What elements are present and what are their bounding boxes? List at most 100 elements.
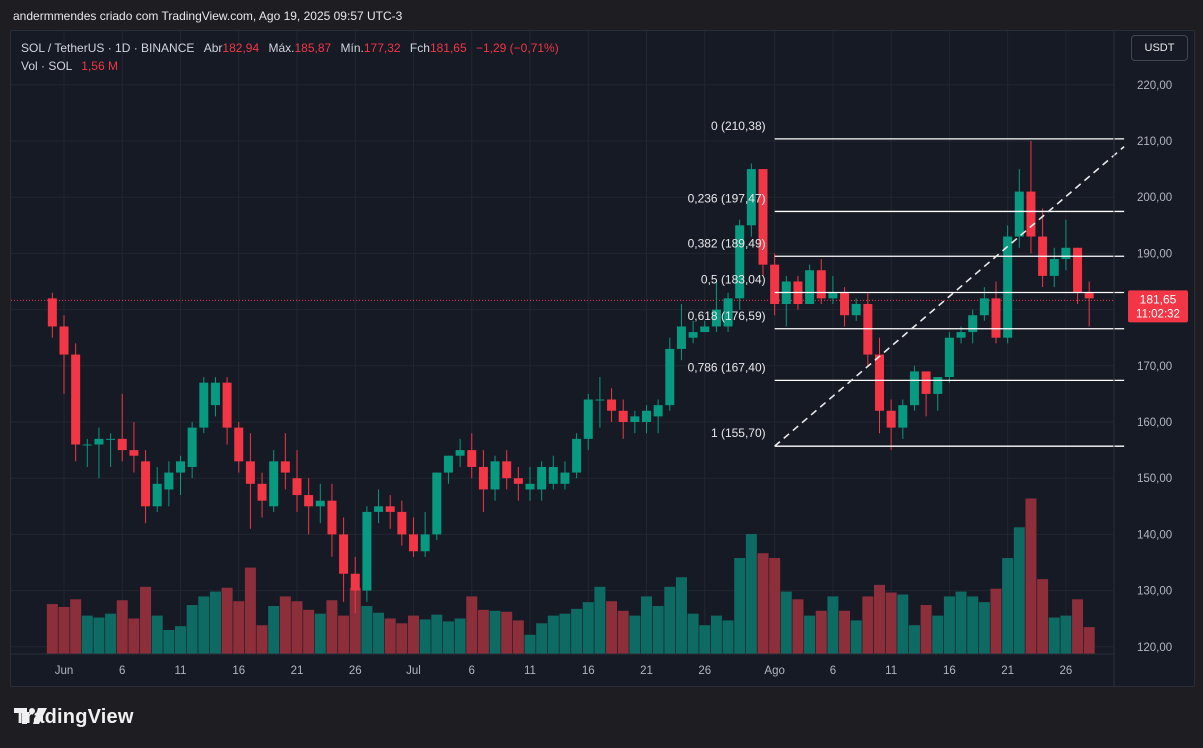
candle-body bbox=[548, 466, 558, 484]
candle-body bbox=[688, 332, 698, 338]
price-axis-tick: 190,00 bbox=[1137, 248, 1172, 260]
candle-body bbox=[385, 506, 395, 512]
volume-bar bbox=[186, 605, 198, 654]
price-axis-tick: 170,00 bbox=[1137, 361, 1172, 373]
volume-bar bbox=[582, 602, 594, 654]
volume-bar bbox=[943, 596, 955, 654]
price-chart[interactable]: 0 (210,38) 0,236 (197,47) 0,382 (189,49) 0,… bbox=[11, 31, 1194, 686]
candle-body bbox=[828, 292, 838, 299]
fib-level-label: 0,382 (189,49) bbox=[688, 236, 766, 250]
candle-body bbox=[642, 410, 651, 422]
candle-body bbox=[1049, 259, 1059, 276]
candle-body bbox=[409, 534, 418, 552]
volume-bar bbox=[1072, 599, 1084, 654]
candle-body bbox=[141, 461, 151, 507]
chart-legend: SOL / TetherUS · 1D · BINANCE Abr182,94 … bbox=[21, 39, 559, 75]
candle-body bbox=[1003, 236, 1013, 338]
volume-bar bbox=[116, 600, 128, 654]
candle-body bbox=[1026, 191, 1036, 237]
price-axis-tick: 140,00 bbox=[1137, 529, 1172, 541]
chart-panel[interactable]: SOL / TetherUS · 1D · BINANCE Abr182,94 … bbox=[10, 30, 1195, 687]
volume-bar bbox=[967, 596, 979, 654]
time-axis-tick: 16 bbox=[232, 665, 245, 677]
volume-bar bbox=[431, 614, 443, 654]
volume-bar bbox=[932, 615, 944, 654]
volume-bar bbox=[839, 610, 851, 654]
fib-level-label: 0,5 (183,04) bbox=[701, 273, 766, 287]
volume-bar bbox=[291, 601, 303, 654]
candle-countdown: 11:02:32 bbox=[1136, 308, 1180, 320]
fib-level-label: 0 (210,38) bbox=[711, 119, 766, 133]
time-axis-tick: 21 bbox=[640, 665, 653, 677]
volume-bar bbox=[58, 606, 70, 654]
candle-body bbox=[513, 478, 523, 484]
tradingview-logo[interactable]: TradingView bbox=[14, 706, 134, 729]
volume-bar bbox=[815, 610, 827, 654]
candle-body bbox=[374, 506, 384, 512]
volume-bar bbox=[978, 602, 990, 654]
volume-bar bbox=[862, 596, 874, 654]
candle-body bbox=[152, 483, 162, 507]
candle-body bbox=[805, 270, 815, 304]
price-axis-tick: 150,00 bbox=[1137, 473, 1172, 485]
time-axis-tick: 6 bbox=[830, 665, 836, 677]
candle-body bbox=[47, 298, 57, 327]
volume-bar bbox=[792, 599, 804, 654]
candle-body bbox=[94, 438, 104, 445]
volume-bar bbox=[780, 591, 792, 654]
volume-bar bbox=[990, 588, 1002, 654]
volume-bar bbox=[198, 596, 210, 654]
candle-body bbox=[711, 309, 721, 327]
fib-level-label: 0,618 (176,59) bbox=[688, 309, 766, 323]
candle-body bbox=[921, 371, 931, 394]
time-axis-tick: 26 bbox=[349, 665, 362, 677]
volume-bar bbox=[477, 609, 489, 654]
candle-body bbox=[676, 326, 686, 349]
candle-body bbox=[59, 326, 69, 355]
price-axis-tick: 120,00 bbox=[1137, 642, 1172, 654]
candle-body bbox=[840, 292, 850, 316]
candle-body bbox=[665, 348, 675, 406]
attribution-text: andermmendes criado com TradingView.com,… bbox=[13, 9, 403, 23]
symbol-label[interactable]: SOL / TetherUS · 1D · BINANCE bbox=[21, 41, 195, 55]
candle-body bbox=[490, 461, 500, 490]
volume-bar bbox=[326, 600, 338, 654]
time-axis-tick: 16 bbox=[582, 665, 595, 677]
candle-body bbox=[886, 410, 896, 428]
volume-bar bbox=[512, 620, 524, 654]
volume-bar bbox=[920, 605, 932, 654]
volume-value: 1,56 M bbox=[81, 59, 118, 73]
candle-body bbox=[816, 270, 826, 299]
candle-body bbox=[455, 450, 465, 456]
high-label: Máx. bbox=[268, 41, 295, 55]
volume-bar bbox=[874, 584, 885, 654]
volume-bar bbox=[664, 586, 676, 654]
candle-body bbox=[292, 478, 302, 496]
volume-bar bbox=[1060, 615, 1072, 654]
currency-button[interactable]: USDT bbox=[1131, 35, 1188, 61]
fib-trend-line bbox=[774, 146, 1125, 447]
volume-bar bbox=[629, 615, 641, 654]
volume-bar bbox=[105, 613, 117, 654]
time-axis-tick: Jun bbox=[55, 665, 74, 677]
volume-bar bbox=[1002, 558, 1014, 654]
volume-bar bbox=[885, 592, 897, 654]
candle-body bbox=[956, 332, 966, 338]
close-value: 181,65 bbox=[429, 41, 467, 55]
candle-body bbox=[944, 337, 954, 378]
candle-body bbox=[770, 264, 780, 304]
volume-bar bbox=[897, 594, 909, 654]
close-label: Fch bbox=[409, 41, 430, 55]
volume-label[interactable]: Vol · SOL bbox=[21, 59, 72, 73]
volume-bar bbox=[547, 615, 559, 654]
candle-body bbox=[117, 438, 127, 451]
volume-bar bbox=[466, 596, 478, 654]
candle-body bbox=[71, 354, 81, 445]
volume-bar bbox=[955, 591, 967, 654]
candle-body bbox=[187, 427, 197, 467]
volume-bar bbox=[1013, 527, 1025, 654]
candle-body bbox=[502, 461, 512, 479]
candle-body bbox=[257, 483, 267, 501]
candle-body bbox=[735, 225, 745, 299]
candle-body bbox=[420, 534, 430, 552]
